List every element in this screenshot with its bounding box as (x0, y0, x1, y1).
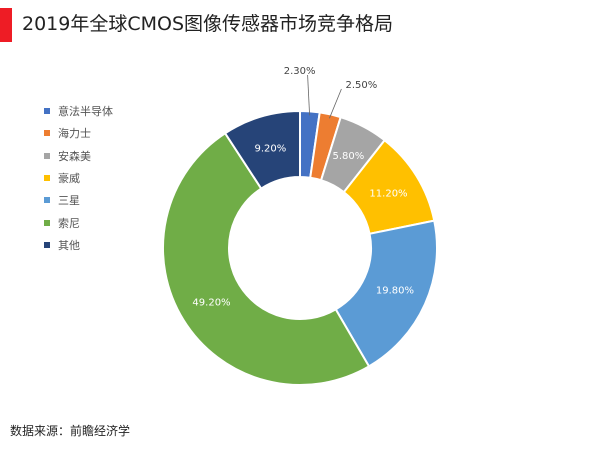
data-label: 2.30% (284, 66, 316, 77)
legend-label: 三星 (58, 194, 80, 208)
legend-label: 意法半导体 (58, 105, 113, 119)
donut-slice (334, 219, 438, 368)
data-label: 19.80% (376, 285, 414, 296)
donut-slice (223, 109, 301, 190)
legend-item: 三星 (44, 189, 113, 211)
chart-legend: 意法半导体海力士安森美豪威三星索尼其他 (44, 100, 113, 256)
legend-label: 索尼 (58, 216, 80, 230)
leader-line (329, 88, 342, 119)
donut-slice (162, 131, 371, 386)
legend-item: 其他 (44, 234, 113, 256)
legend-label: 豪威 (58, 172, 80, 186)
data-label: 2.50% (346, 80, 378, 91)
chart-title: 2019年全球CMOS图像传感器市场竞争格局 (22, 13, 394, 35)
legend-item: 意法半导体 (44, 100, 113, 122)
leader-line (307, 74, 311, 116)
legend-swatch (44, 241, 50, 248)
data-source-note: 数据来源：前瞻经济学 (10, 424, 131, 438)
legend-label: 其他 (58, 238, 80, 252)
data-label: 9.20% (254, 143, 286, 154)
legend-swatch (44, 197, 50, 204)
legend-swatch (44, 152, 50, 159)
data-label: 11.20% (369, 188, 407, 199)
legend-item: 安森美 (44, 145, 113, 167)
title-accent-bar (0, 8, 12, 42)
legend-label: 安森美 (58, 149, 91, 163)
legend-item: 索尼 (44, 211, 113, 233)
legend-swatch (44, 219, 50, 226)
legend-swatch (44, 130, 50, 137)
legend-swatch (44, 175, 50, 182)
legend-item: 豪威 (44, 167, 113, 189)
data-label: 5.80% (332, 151, 364, 162)
data-label: 49.20% (192, 298, 230, 309)
legend-swatch (44, 108, 50, 115)
legend-item: 海力士 (44, 122, 113, 144)
legend-label: 海力士 (58, 127, 91, 141)
